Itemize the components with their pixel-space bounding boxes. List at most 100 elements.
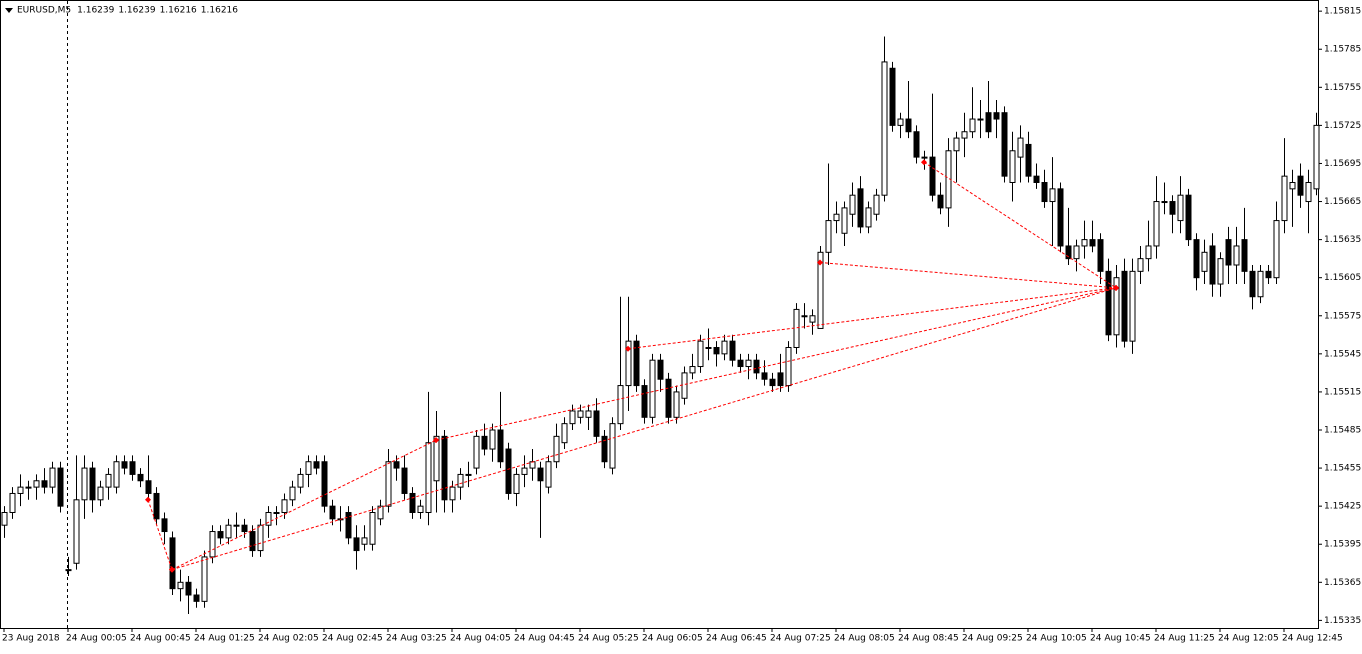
candle-body xyxy=(65,569,72,572)
candle-body xyxy=(481,435,488,450)
candle-body xyxy=(777,372,784,387)
x-tick-label: 24 Aug 00:05 xyxy=(66,634,127,644)
candle-body xyxy=(625,340,632,387)
candle-body xyxy=(441,435,448,501)
x-tick-label: 24 Aug 10:05 xyxy=(1026,634,1087,644)
candle-body xyxy=(209,531,216,558)
candle-body xyxy=(529,461,536,469)
candle-body xyxy=(1113,277,1120,336)
candle-body xyxy=(249,531,256,552)
candle-body xyxy=(489,429,496,450)
candle-body xyxy=(1161,201,1168,204)
candle-body xyxy=(913,131,920,158)
trade-line xyxy=(435,287,1117,441)
plot-frame xyxy=(0,0,1319,629)
y-tick-label: 1.15695 xyxy=(1324,159,1361,169)
y-tick-label: 1.15425 xyxy=(1324,502,1361,512)
candle-body xyxy=(1,512,8,526)
candle-body xyxy=(1121,270,1128,342)
candle-body xyxy=(985,112,992,133)
candle-body xyxy=(1313,124,1320,190)
candle-body xyxy=(753,359,760,374)
symbol-menu-icon[interactable] xyxy=(5,8,13,13)
candle-body xyxy=(953,137,960,152)
trade-marker xyxy=(625,345,631,352)
x-tick-label: 24 Aug 06:05 xyxy=(642,634,703,644)
candle-body xyxy=(1065,245,1072,260)
candle-body xyxy=(1057,188,1064,247)
trade-marker xyxy=(433,437,439,444)
candle-body xyxy=(889,67,896,126)
trade-marker xyxy=(817,259,823,266)
candle-body xyxy=(809,315,816,323)
candle-body xyxy=(793,308,800,348)
candle-body xyxy=(393,461,400,469)
candle-body xyxy=(921,156,928,159)
candle-body xyxy=(281,499,288,513)
candle-body xyxy=(1185,194,1192,241)
candle-body xyxy=(1089,239,1096,247)
candle-body xyxy=(641,385,648,418)
x-tick-label: 23 Aug 2018 xyxy=(2,634,60,644)
y-tick-label: 1.15605 xyxy=(1324,273,1361,283)
candle-body xyxy=(841,207,848,234)
candle-body xyxy=(1177,194,1184,222)
trade-marker xyxy=(921,159,927,166)
candle-body xyxy=(153,492,160,520)
candle-body xyxy=(697,340,704,368)
candle-body xyxy=(825,220,832,253)
trade-marker xyxy=(169,566,175,573)
candle-body xyxy=(465,473,472,476)
candle-body xyxy=(433,435,440,482)
candle-body xyxy=(1129,270,1136,342)
candle-body xyxy=(585,410,592,418)
candle-body xyxy=(25,486,32,489)
candle-body xyxy=(1033,175,1040,183)
candle-body xyxy=(457,473,464,488)
candle-body xyxy=(705,347,712,349)
candle-body xyxy=(721,340,728,355)
y-tick-label: 1.15815 xyxy=(1324,7,1361,17)
candle-body xyxy=(1201,251,1208,272)
candle-body xyxy=(505,448,512,494)
y-tick-label: 1.15395 xyxy=(1324,540,1361,550)
candle-body xyxy=(769,378,776,387)
candle-body xyxy=(353,537,360,552)
candle-body xyxy=(553,435,560,463)
y-tick-label: 1.15455 xyxy=(1324,464,1361,474)
candle-body xyxy=(681,372,688,399)
x-tick-label: 24 Aug 02:45 xyxy=(322,634,383,644)
candle-body xyxy=(729,340,736,361)
candle-body xyxy=(817,251,824,329)
trade-line xyxy=(923,161,1117,289)
candle-body xyxy=(33,480,40,488)
candle-body xyxy=(49,467,56,488)
candle-body xyxy=(649,359,656,418)
x-tick-label: 24 Aug 10:45 xyxy=(1090,634,1151,644)
x-tick-label: 24 Aug 08:45 xyxy=(898,634,959,644)
candle-body xyxy=(9,492,16,514)
candle-body xyxy=(1017,137,1024,158)
candle-body xyxy=(873,194,880,215)
candle-body xyxy=(1289,182,1296,190)
candle-body xyxy=(233,524,240,527)
x-tick-label: 24 Aug 11:25 xyxy=(1154,634,1215,644)
candle-body xyxy=(401,467,408,494)
candle-body xyxy=(1009,150,1016,183)
candle-body xyxy=(1169,201,1176,215)
candle-body xyxy=(385,461,392,507)
x-tick-label: 24 Aug 04:05 xyxy=(450,634,511,644)
y-tick-label: 1.15335 xyxy=(1324,616,1361,626)
trade-marker xyxy=(145,496,151,503)
candle-body xyxy=(1281,175,1288,222)
x-tick-label: 24 Aug 00:45 xyxy=(130,634,191,644)
candle-body xyxy=(713,347,720,355)
candle-body xyxy=(833,213,840,222)
candle-body xyxy=(1249,270,1256,298)
candle-body xyxy=(265,512,272,526)
candle-body xyxy=(225,524,232,539)
candle-body xyxy=(961,131,968,139)
candle-body xyxy=(937,194,944,209)
candle-body xyxy=(361,537,368,545)
candle-body xyxy=(1049,188,1056,203)
